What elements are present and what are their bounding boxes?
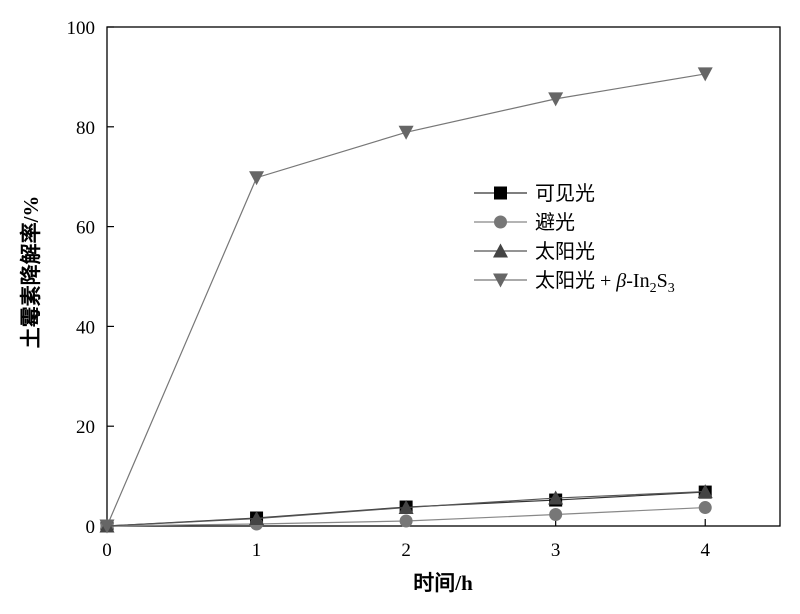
legend-item: 可见光 — [474, 182, 595, 205]
series-4 — [99, 67, 713, 534]
legend-label-sub: 3 — [668, 281, 675, 296]
x-tick-label: 0 — [102, 540, 112, 561]
x-tick-label: 3 — [551, 540, 561, 561]
legend-label-mid: S — [657, 270, 668, 292]
axes — [106, 26, 781, 527]
legend-label: 太阳光 + β-In2S3 — [535, 269, 675, 296]
data-point — [249, 511, 265, 526]
legend-label: 太阳光 — [535, 240, 595, 263]
y-tick-label: 40 — [76, 317, 95, 338]
data-point — [99, 519, 115, 534]
y-tick-label: 20 — [76, 417, 95, 438]
legend-label-beta: β — [615, 270, 626, 292]
legend-label: 可见光 — [535, 182, 595, 205]
data-point — [398, 125, 414, 140]
data-point — [549, 508, 563, 522]
x-axis-title: 时间/h — [413, 571, 473, 595]
legend-label-tail: -In — [626, 270, 649, 292]
legend-marker — [494, 186, 507, 200]
data-point — [548, 490, 564, 505]
plot-frame — [106, 26, 781, 527]
legend-item: 太阳光 — [474, 240, 595, 263]
data-point — [249, 171, 265, 186]
legend-item: 避光 — [474, 211, 575, 234]
data-point — [698, 501, 712, 515]
y-tick-label: 80 — [76, 118, 95, 139]
y-axis-title: 土霉素降解率/% — [19, 196, 43, 349]
y-tick-label: 0 — [86, 517, 96, 538]
x-tick-label: 1 — [252, 540, 262, 561]
data-point — [548, 92, 564, 107]
x-tick-label: 2 — [401, 540, 411, 561]
x-tick-label: 4 — [700, 540, 710, 561]
legend-label-main: 太阳光 + — [535, 269, 616, 292]
legend-label: 避光 — [535, 211, 575, 234]
legend-marker — [494, 215, 507, 229]
data-point — [399, 514, 413, 528]
y-tick-label: 100 — [67, 18, 96, 39]
legend-marker — [493, 243, 508, 258]
series — [99, 67, 713, 534]
data-point — [697, 67, 713, 82]
legend-item: 太阳光 + β-In2S3 — [474, 269, 675, 296]
y-tick-label: 60 — [76, 218, 95, 239]
legend-label-sub: 2 — [650, 281, 657, 296]
data-point — [697, 484, 713, 499]
legend-marker — [493, 273, 508, 288]
data-point — [398, 500, 414, 515]
series-line — [106, 73, 706, 527]
